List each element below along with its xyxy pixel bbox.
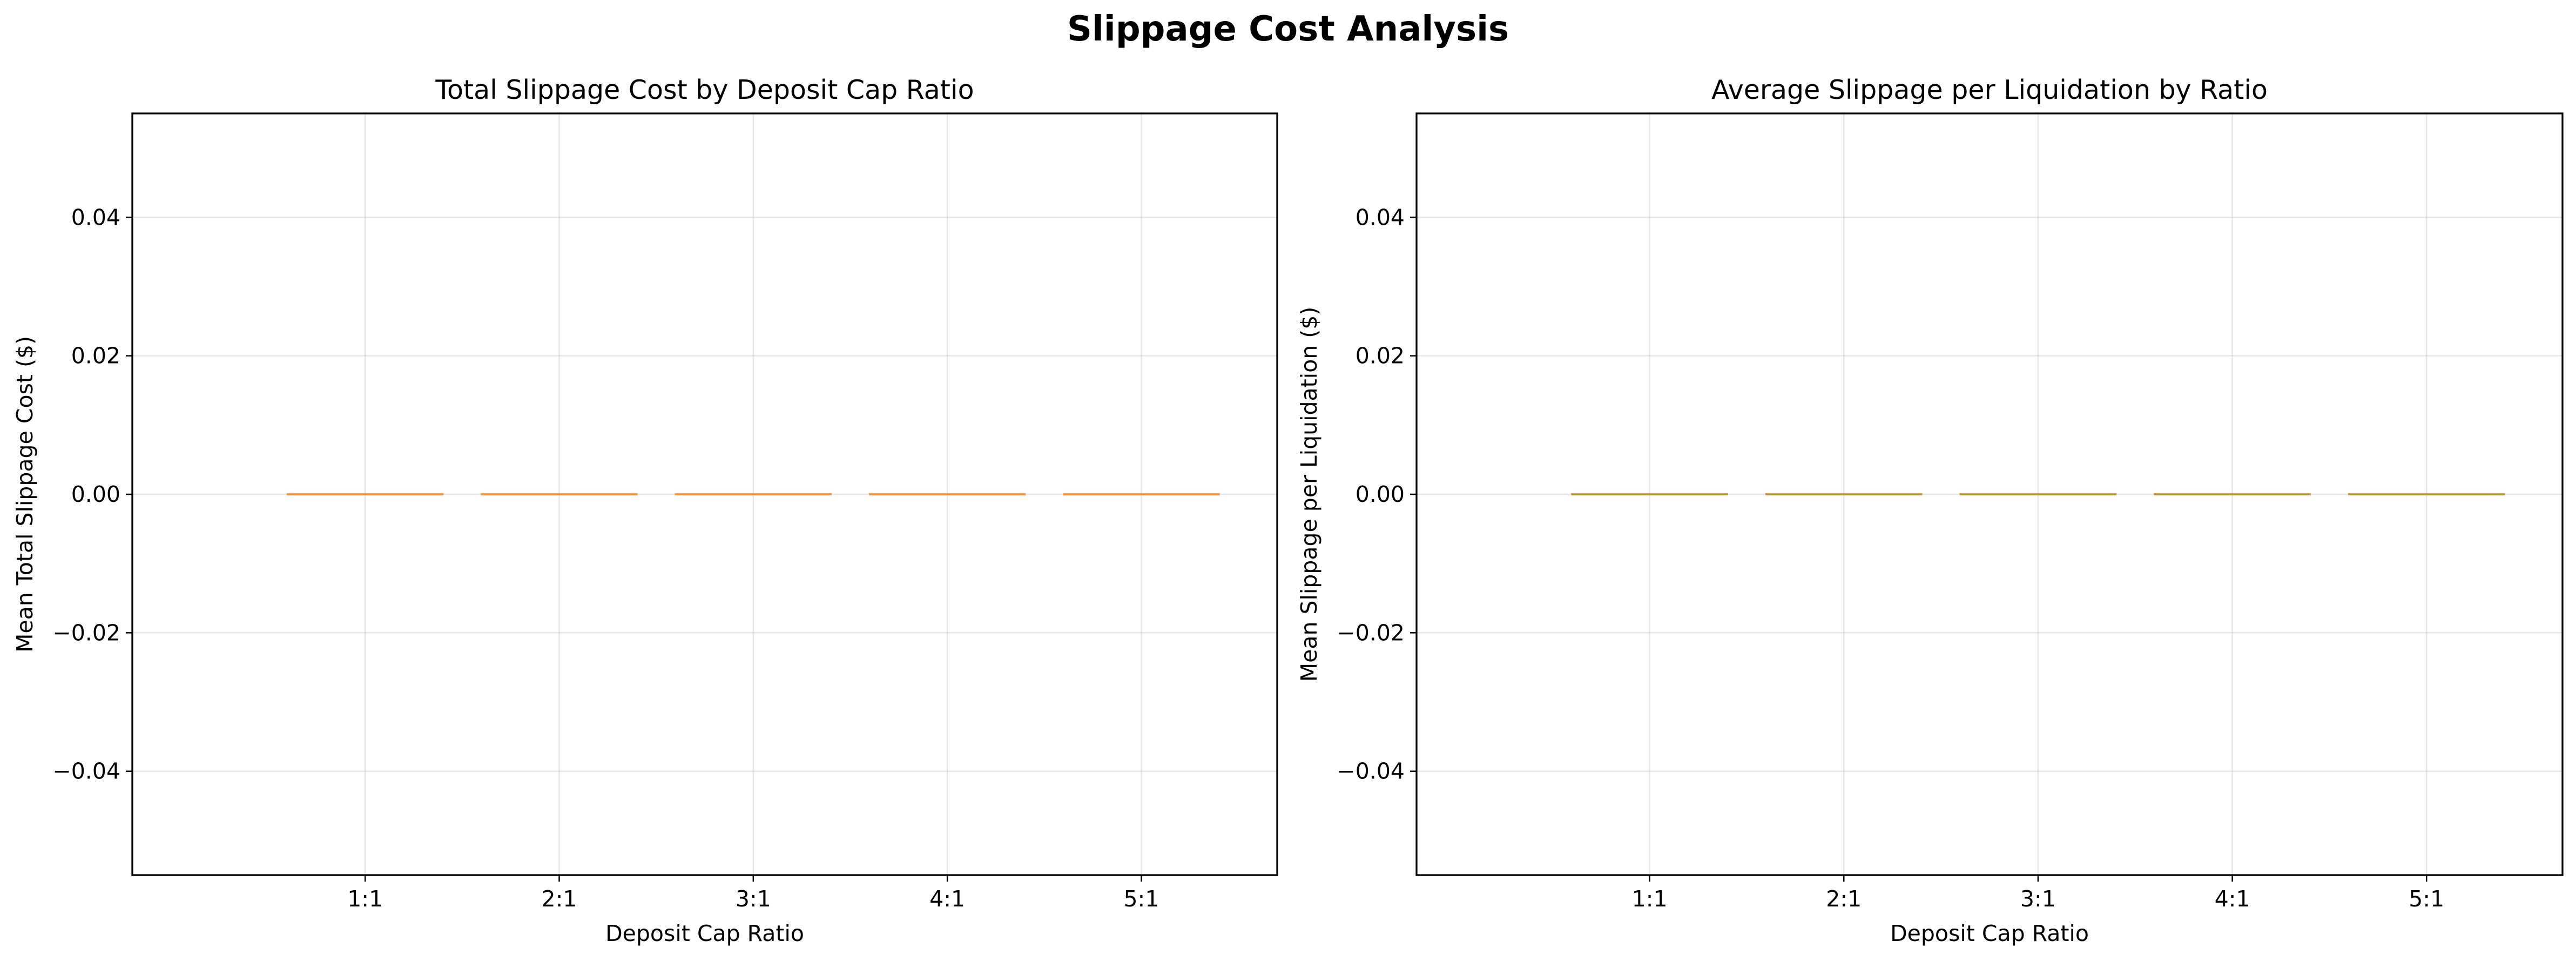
left-chart-title: Total Slippage Cost by Deposit Cap Ratio — [435, 75, 974, 105]
left-chart-y-tick-label: 0.04 — [71, 204, 120, 230]
left-chart-x-tick-label: 5:1 — [1123, 886, 1159, 912]
left-chart-x-ticks: 1:1 2:1 3:1 4:1 5:1 — [347, 875, 1159, 912]
right-chart-x-tick-label: 1:1 — [1632, 886, 1668, 912]
right-chart-y-tick-label: −0.04 — [1337, 758, 1405, 784]
left-chart-y-tick-label: 0.00 — [71, 481, 120, 507]
left-chart-y-tick-label: −0.02 — [52, 620, 120, 646]
right-chart-title: Average Slippage per Liquidation by Rati… — [1711, 75, 2268, 105]
left-chart-x-tick-label: 3:1 — [736, 886, 771, 912]
right-chart-y-ticks: −0.04 −0.02 0.00 0.02 0.04 — [1337, 204, 1417, 784]
left-chart-y-ticks: −0.04 −0.02 0.00 0.02 0.04 — [52, 204, 132, 784]
right-chart-x-tick-label: 2:1 — [1826, 886, 1862, 912]
right-chart-x-tick-label: 5:1 — [2409, 886, 2444, 912]
right-chart-y-tick-label: 0.00 — [1356, 481, 1405, 507]
left-chart-x-tick-label: 2:1 — [542, 886, 577, 912]
right-chart-x-tick-label: 4:1 — [2215, 886, 2250, 912]
left-chart-y-tick-label: −0.04 — [52, 758, 120, 784]
right-chart-xlabel: Deposit Cap Ratio — [1890, 920, 2089, 946]
right-chart-ylabel: Mean Slippage per Liquidation ($) — [1296, 307, 1322, 682]
left-chart-xlabel: Deposit Cap Ratio — [605, 920, 804, 946]
figure-suptitle: Slippage Cost Analysis — [1067, 9, 1509, 49]
right-chart-x-tick-label: 3:1 — [2020, 886, 2056, 912]
right-chart-y-tick-label: 0.04 — [1356, 204, 1405, 230]
left-chart-x-tick-label: 1:1 — [347, 886, 383, 912]
right-chart-x-ticks: 1:1 2:1 3:1 4:1 5:1 — [1632, 875, 2444, 912]
right-chart-panel: Average Slippage per Liquidation by Rati… — [1296, 75, 2564, 946]
left-chart-panel: Total Slippage Cost by Deposit Cap Ratio… — [12, 75, 1278, 946]
left-chart-x-tick-label: 4:1 — [929, 886, 965, 912]
left-chart-y-tick-label: 0.02 — [71, 343, 120, 369]
left-chart-ylabel: Mean Total Slippage Cost ($) — [12, 336, 38, 653]
right-chart-y-tick-label: −0.02 — [1337, 620, 1405, 646]
right-chart-y-tick-label: 0.02 — [1356, 343, 1405, 369]
